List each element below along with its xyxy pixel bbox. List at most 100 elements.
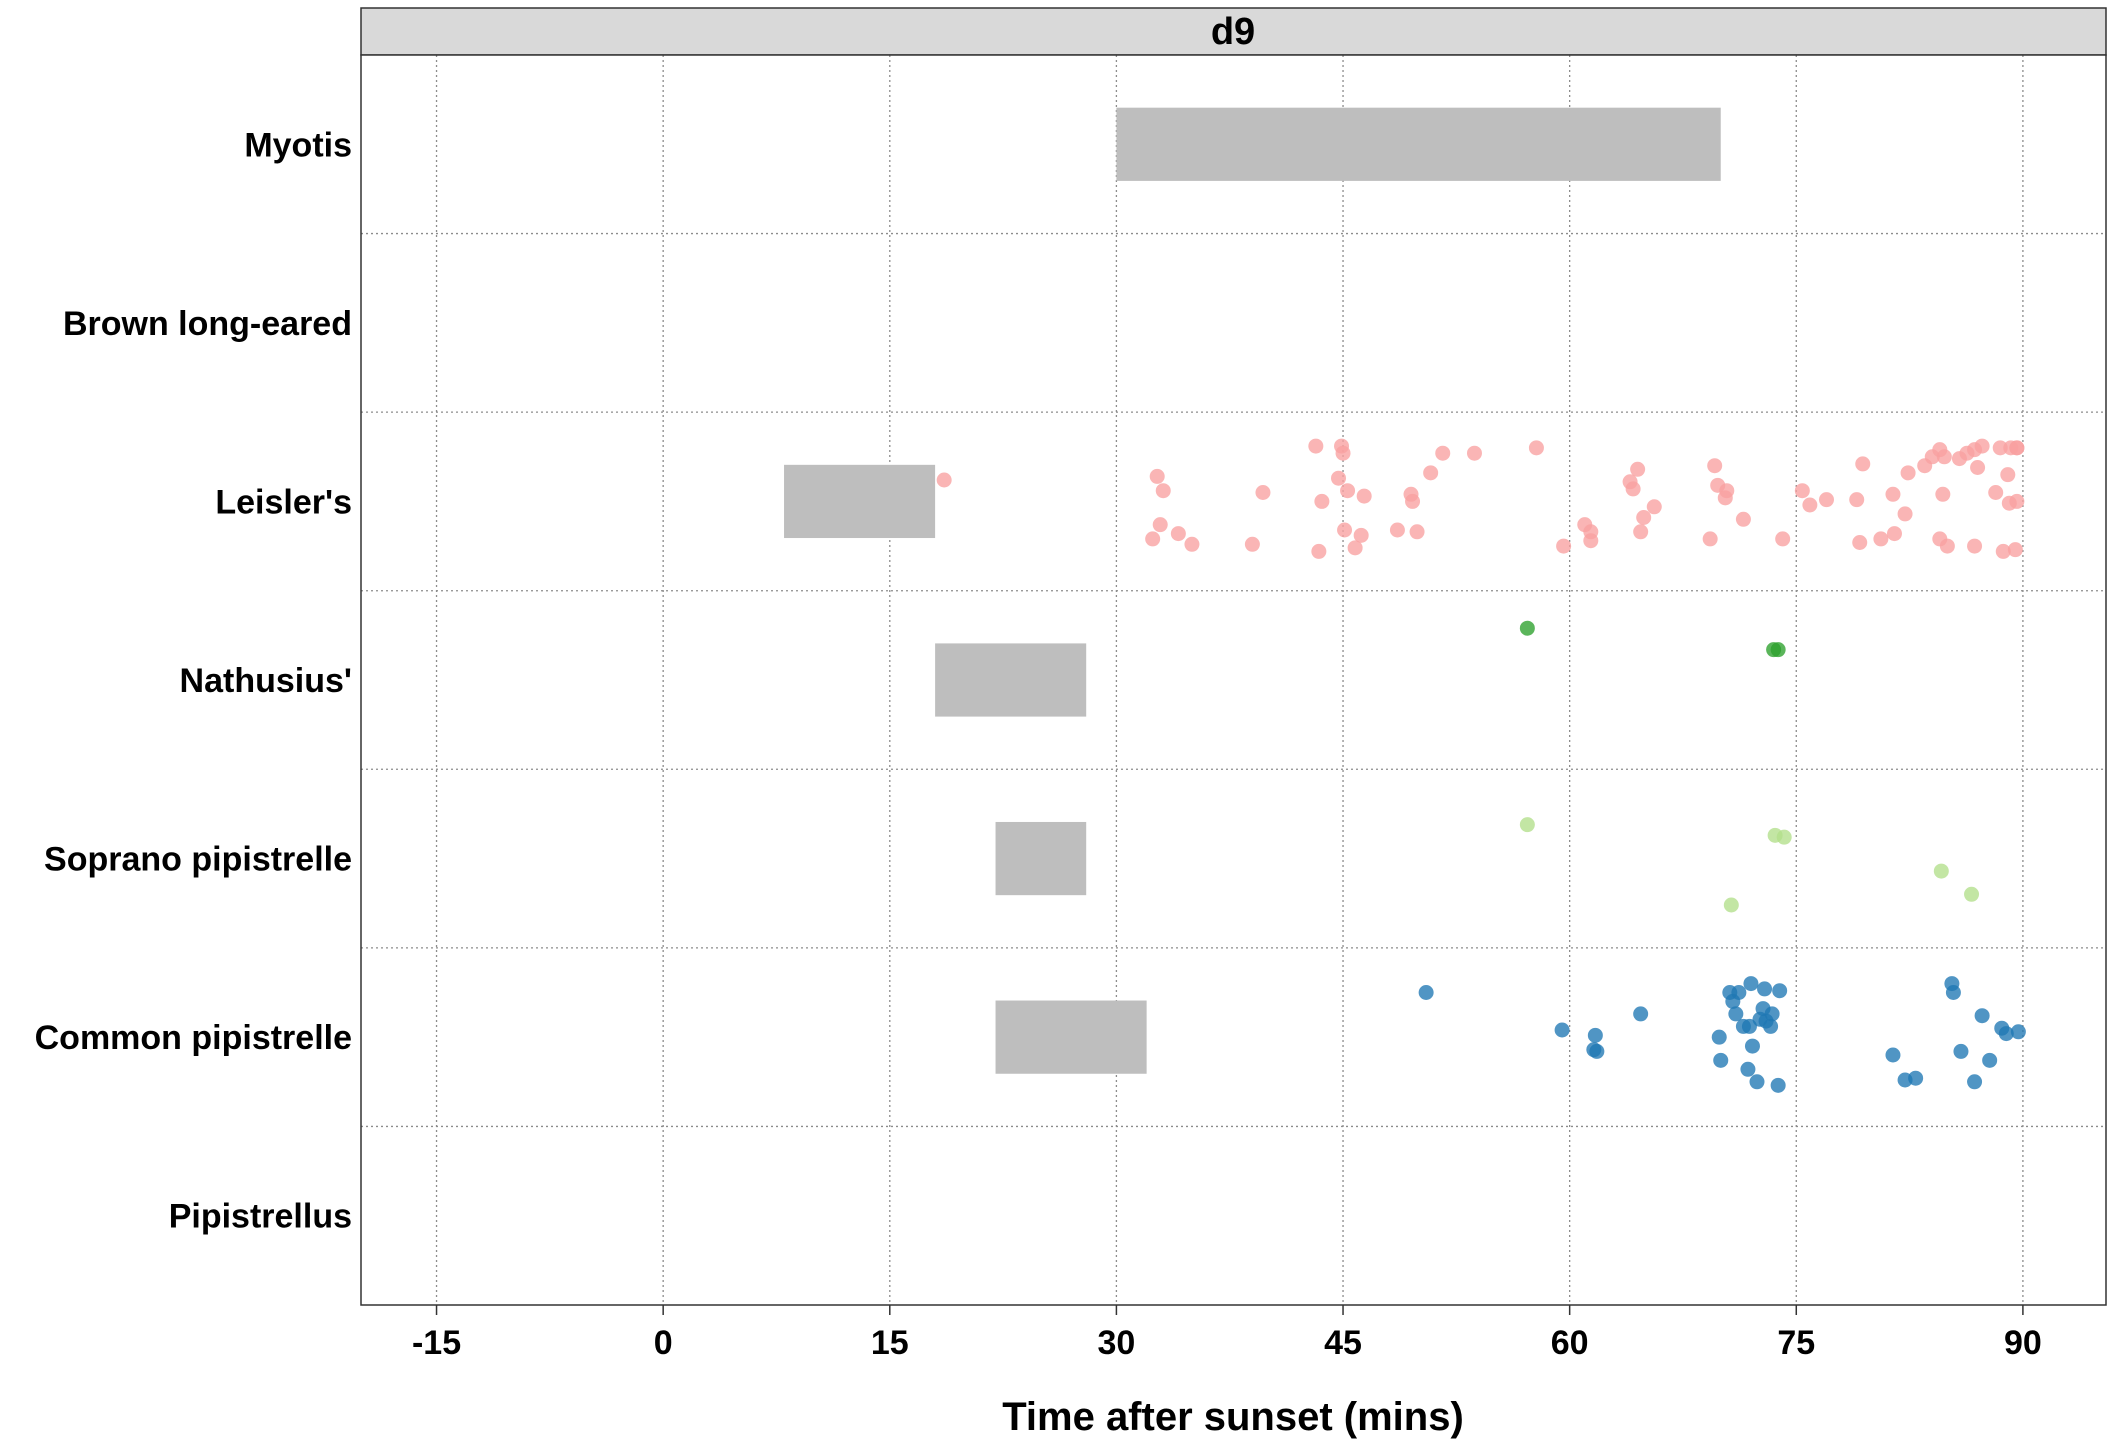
y-tick-label: Common pipistrelle <box>35 1019 352 1057</box>
point-leisler-s <box>1625 481 1641 497</box>
point-leisler-s <box>1935 486 1951 502</box>
point-leisler-s <box>1633 524 1649 540</box>
point-leisler-s <box>1335 445 1351 461</box>
interval-bar-leisler-s <box>784 464 936 539</box>
point-leisler-s <box>1794 483 1810 499</box>
point-leisler-s <box>1974 438 1990 454</box>
x-tick-label: 75 <box>1777 1324 1815 1362</box>
scatter-points <box>936 438 2026 1093</box>
point-common-pipistrelle <box>1554 1022 1570 1038</box>
point-leisler-s <box>1630 461 1646 477</box>
point-leisler-s <box>1855 456 1871 472</box>
plot-panel <box>361 55 2106 1305</box>
x-tick-label: 45 <box>1324 1324 1362 1362</box>
point-leisler-s <box>1405 493 1421 509</box>
point-leisler-s <box>1145 531 1161 547</box>
interval-bar-myotis <box>1116 107 1721 181</box>
point-leisler-s <box>1340 483 1356 499</box>
point-leisler-s <box>1337 522 1353 538</box>
point-soprano-pipistrelle <box>1964 886 1980 902</box>
point-leisler-s <box>1646 499 1662 515</box>
point-leisler-s <box>2000 467 2016 483</box>
point-leisler-s <box>1818 492 1834 508</box>
point-common-pipistrelle <box>1728 1006 1744 1022</box>
x-tick-label: 90 <box>2004 1324 2042 1362</box>
point-leisler-s <box>2007 542 2023 558</box>
point-common-pipistrelle <box>1711 1029 1727 1045</box>
point-common-pipistrelle <box>1953 1043 1969 1059</box>
y-tick-label: Soprano pipistrelle <box>44 841 352 879</box>
point-leisler-s <box>1311 543 1327 559</box>
point-common-pipistrelle <box>1945 985 1961 1000</box>
x-axis-title: Time after sunset (mins) <box>1002 1395 1464 1439</box>
point-common-pipistrelle <box>1974 1008 1990 1024</box>
point-leisler-s <box>1707 458 1723 474</box>
point-common-pipistrelle <box>1740 1061 1756 1077</box>
x-tick-label: 0 <box>654 1324 673 1362</box>
point-leisler-s <box>1873 531 1889 547</box>
point-leisler-s <box>1423 465 1439 481</box>
point-leisler-s <box>1897 506 1913 522</box>
point-soprano-pipistrelle <box>1519 817 1535 833</box>
facet-label: d9 <box>1211 11 1255 53</box>
point-leisler-s <box>1435 445 1451 461</box>
x-tick-label: -15 <box>412 1324 461 1362</box>
point-common-pipistrelle <box>1713 1052 1729 1068</box>
point-leisler-s <box>1992 440 2008 456</box>
interval-bars <box>784 107 1721 1074</box>
y-tick-label: Leisler's <box>215 483 352 521</box>
point-leisler-s <box>1409 524 1425 540</box>
point-common-pipistrelle <box>1763 1018 1779 1034</box>
point-leisler-s <box>1152 517 1168 533</box>
point-leisler-s <box>1331 470 1347 486</box>
point-leisler-s <box>1886 526 1902 542</box>
point-leisler-s <box>1702 531 1718 547</box>
y-tick-label: Nathusius' <box>180 662 352 700</box>
x-tick-label: 30 <box>1097 1324 1135 1362</box>
point-leisler-s <box>1936 449 1952 465</box>
point-common-pipistrelle <box>1731 985 1747 1000</box>
point-common-pipistrelle <box>1885 1047 1901 1063</box>
point-soprano-pipistrelle <box>1776 829 1792 845</box>
point-leisler-s <box>936 472 952 488</box>
interval-bar-soprano-pipistrelle <box>995 821 1087 896</box>
point-common-pipistrelle <box>1908 1070 1924 1086</box>
point-common-pipistrelle <box>2010 1024 2026 1040</box>
point-leisler-s <box>1995 543 2011 559</box>
point-leisler-s <box>1900 465 1916 481</box>
point-leisler-s <box>1347 540 1363 556</box>
point-leisler-s <box>1308 438 1324 454</box>
point-common-pipistrelle <box>1589 1043 1605 1059</box>
point-leisler-s <box>1967 538 1983 554</box>
point-leisler-s <box>1466 445 1482 461</box>
facet-strip <box>360 7 2107 56</box>
point-leisler-s <box>1775 531 1791 547</box>
y-tick-label: Pipistrellus <box>169 1198 352 1236</box>
point-common-pipistrelle <box>1967 1074 1983 1090</box>
point-leisler-s <box>1735 511 1751 527</box>
point-nathusius <box>1770 642 1786 658</box>
point-leisler-s <box>1389 522 1405 538</box>
point-leisler-s <box>1255 485 1271 500</box>
x-ticks: -15 0 15 30 45 60 75 90 <box>412 1305 2042 1362</box>
point-leisler-s <box>1170 526 1186 542</box>
point-common-pipistrelle <box>1633 1006 1649 1022</box>
interval-bar-common-pipistrelle <box>995 1000 1147 1074</box>
point-leisler-s <box>1852 535 1868 550</box>
point-common-pipistrelle <box>1744 1038 1760 1054</box>
point-leisler-s <box>1802 497 1818 513</box>
point-nathusius <box>1519 620 1535 636</box>
point-leisler-s <box>1244 536 1260 552</box>
point-leisler-s <box>1353 527 1369 543</box>
point-common-pipistrelle <box>1757 981 1773 997</box>
point-leisler-s <box>1849 492 1865 508</box>
grid-lines <box>361 55 2106 1305</box>
point-leisler-s <box>1149 468 1165 484</box>
point-leisler-s <box>1970 460 1986 475</box>
point-leisler-s <box>1939 538 1955 554</box>
point-leisler-s <box>1314 493 1330 509</box>
point-leisler-s <box>1556 538 1572 554</box>
point-common-pipistrelle <box>1770 1077 1786 1093</box>
point-leisler-s <box>1528 440 1544 456</box>
point-leisler-s <box>1885 486 1901 502</box>
